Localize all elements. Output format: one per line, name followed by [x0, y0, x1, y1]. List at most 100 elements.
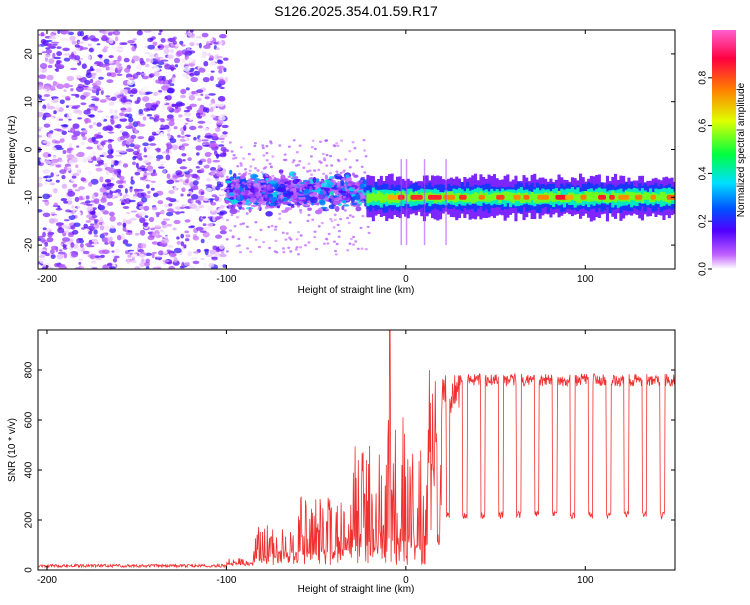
spectrogram-cell — [98, 76, 104, 80]
spectrogram-cell — [64, 30, 70, 34]
spectrogram-cell — [88, 124, 93, 129]
spectrogram-cell — [192, 158, 198, 163]
spectrogram-cell — [657, 194, 661, 202]
spectrogram-cell — [492, 192, 496, 201]
spectrogram-cell — [190, 76, 199, 83]
spectrogram-cell — [40, 38, 47, 45]
spectrogram-cell — [59, 159, 64, 163]
spectrogram-cell — [217, 265, 223, 268]
spectrogram-cell — [55, 164, 62, 168]
spectrogram-cell — [304, 182, 308, 185]
spectrogram-cell — [239, 251, 242, 254]
spectrogram-cell — [62, 124, 69, 128]
spectrogram-cell — [212, 185, 217, 191]
spectrogram-cell — [387, 194, 401, 200]
spectrogram-cell — [549, 191, 553, 201]
spectrogram-cell — [154, 67, 161, 72]
spectrogram-cell — [210, 169, 218, 173]
spectrogram-cell — [224, 180, 232, 184]
spectrogram-cell — [140, 165, 146, 168]
spectrogram-cell — [346, 249, 350, 252]
spectrogram-cell — [265, 145, 269, 148]
spectrogram-cell — [614, 193, 618, 203]
spectrogram-cell — [116, 48, 125, 51]
spectrogram-cell — [73, 109, 81, 114]
spectrogram-cell — [151, 241, 158, 245]
spectrogram-cell — [309, 186, 313, 192]
spectrogram-cell — [53, 128, 62, 131]
spectrogram-cell — [137, 123, 146, 127]
spectrogram-cell — [204, 152, 213, 155]
spectrogram-cell — [110, 177, 115, 181]
spectrogram-cell — [159, 127, 166, 131]
spectrogram-cell — [166, 106, 173, 111]
spectrogram-cell — [100, 197, 107, 203]
spectrogram-cell — [213, 150, 218, 154]
spectrogram-cell — [363, 186, 367, 193]
spectrogram-cell — [109, 108, 114, 114]
spectrogram-cell — [282, 251, 286, 254]
spectrogram-cell — [248, 236, 252, 239]
spectrogram-cell — [130, 43, 137, 46]
spectrogram-cell — [218, 190, 226, 196]
spectrogram-cell — [69, 35, 76, 41]
spectrogram-cell — [198, 67, 206, 73]
spectrogram-cell — [47, 64, 53, 69]
spectrogram-cell — [349, 237, 353, 241]
spectrogram-cell — [443, 194, 456, 200]
spectrogram-cell — [87, 43, 92, 47]
spectrogram-cell — [146, 155, 153, 161]
spectrogram-cell — [44, 175, 52, 179]
spectrogram-cell — [94, 255, 101, 258]
spectrogram-cell — [152, 41, 158, 47]
spectrogram-cell — [149, 73, 155, 78]
spectrogram-cell — [115, 60, 120, 66]
spectrogram-cell — [38, 111, 44, 118]
spectrogram-cell — [46, 74, 54, 81]
spectrogram-cell — [95, 212, 102, 217]
spectrogram-cell — [267, 225, 271, 229]
spectrogram-cell — [145, 258, 150, 264]
spectrogram-cell — [128, 122, 134, 127]
spectrogram-cell — [166, 133, 171, 137]
spectrogram-cell — [219, 34, 227, 39]
spectrogram-cell — [332, 195, 338, 198]
spectrogram-cell — [181, 49, 189, 55]
spectrogram-cell — [189, 42, 195, 47]
spectrogram-cell — [90, 109, 95, 112]
spectrogram-cell — [88, 68, 95, 72]
spectrogram-cell — [219, 210, 228, 215]
spectrogram-cell — [86, 146, 93, 150]
spectrogram-cell — [160, 98, 168, 101]
spectrogram-cell — [141, 197, 148, 203]
spectrogram-cell — [266, 204, 269, 207]
spectrogram-cell — [50, 254, 56, 259]
spectrogram-cell — [359, 197, 363, 201]
spectrogram-cell — [91, 63, 98, 67]
spectrogram-cell — [112, 258, 118, 263]
spectrogram-cell — [136, 78, 143, 84]
spectrogram-cell — [131, 88, 138, 94]
spectrogram-cell — [99, 30, 105, 34]
spectrogram-cell — [50, 172, 54, 178]
spectrogram-cell — [77, 167, 81, 174]
spectrogram-cell — [150, 99, 154, 103]
spectrogram-cell — [112, 112, 118, 117]
y-tick-label: -20 — [24, 237, 35, 252]
spectrogram-cell — [189, 103, 198, 108]
spectrogram-cell — [114, 193, 121, 198]
spectrogram-cell — [236, 210, 240, 213]
spectrogram-cell — [45, 39, 53, 43]
spectrogram-cell — [48, 36, 57, 40]
spectrogram-cell — [121, 232, 125, 238]
spectrogram-cell — [100, 254, 105, 258]
spectrogram-cell — [271, 155, 275, 158]
spectrogram-cell — [54, 262, 60, 268]
spectrogram-cell — [92, 155, 97, 160]
spectrogram-cell — [260, 185, 263, 188]
spectrogram-cell — [144, 63, 150, 68]
spectrogram-cell — [208, 93, 216, 96]
spectrogram-cell — [249, 250, 253, 253]
spectrogram-cell — [56, 83, 65, 90]
